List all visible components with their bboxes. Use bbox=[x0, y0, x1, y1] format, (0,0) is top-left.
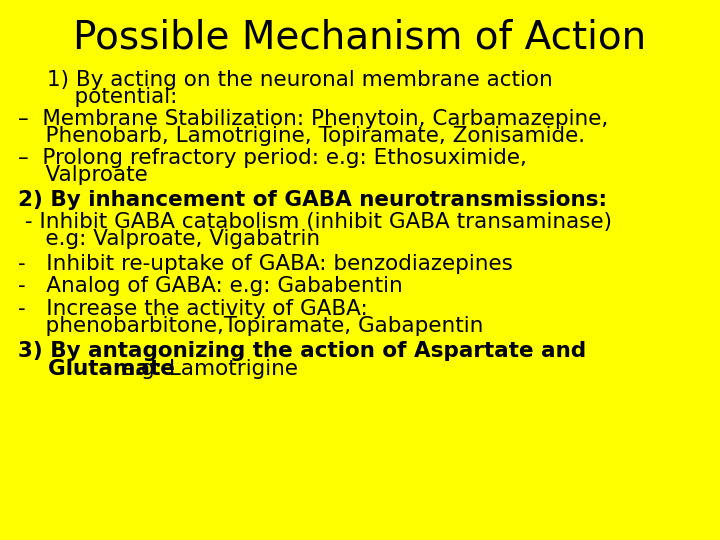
Text: -   Inhibit re-uptake of GABA: benzodiazepines: - Inhibit re-uptake of GABA: benzodiazep… bbox=[18, 254, 513, 274]
Text: e.g: Lamotrigine: e.g: Lamotrigine bbox=[18, 359, 298, 379]
Text: Glutamate: Glutamate bbox=[18, 359, 175, 379]
Text: –  Prolong refractory period: e.g: Ethosuximide,: – Prolong refractory period: e.g: Ethosu… bbox=[18, 148, 527, 168]
Text: -   Increase the activity of GABA:: - Increase the activity of GABA: bbox=[18, 299, 368, 319]
Text: 1) By acting on the neuronal membrane action: 1) By acting on the neuronal membrane ac… bbox=[47, 70, 552, 90]
Text: potential:: potential: bbox=[47, 87, 177, 107]
Text: phenobarbitone,Topiramate, Gabapentin: phenobarbitone,Topiramate, Gabapentin bbox=[18, 316, 483, 336]
Text: Phenobarb, Lamotrigine, Topiramate, Zonisamide.: Phenobarb, Lamotrigine, Topiramate, Zoni… bbox=[18, 126, 585, 146]
Text: - Inhibit GABA catabolism (inhibit GABA transaminase): - Inhibit GABA catabolism (inhibit GABA … bbox=[18, 212, 612, 232]
Text: Valproate: Valproate bbox=[18, 165, 148, 185]
Text: Possible Mechanism of Action: Possible Mechanism of Action bbox=[73, 19, 647, 57]
Text: -   Analog of GABA: e.g: Gababentin: - Analog of GABA: e.g: Gababentin bbox=[18, 276, 402, 296]
Text: 2) By inhancement of GABA neurotransmissions:: 2) By inhancement of GABA neurotransmiss… bbox=[18, 190, 607, 210]
Text: –  Membrane Stabilization: Phenytoin, Carbamazepine,: – Membrane Stabilization: Phenytoin, Car… bbox=[18, 109, 608, 129]
Text: e.g: Valproate, Vigabatrin: e.g: Valproate, Vigabatrin bbox=[18, 229, 320, 249]
Text: 3) By antagonizing the action of Aspartate and: 3) By antagonizing the action of Asparta… bbox=[18, 341, 586, 361]
